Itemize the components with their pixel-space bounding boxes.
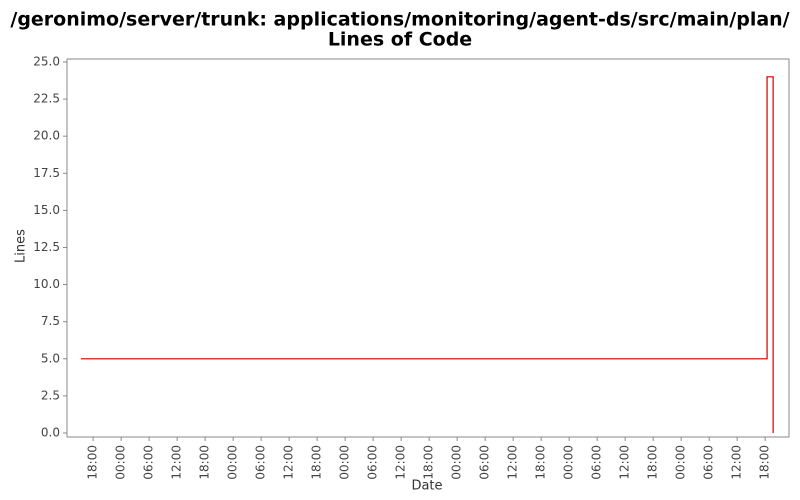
x-tick-label: 12:00	[282, 445, 296, 480]
x-tick-label: 06:00	[366, 445, 380, 480]
x-tick-label: 00:00	[562, 445, 576, 480]
y-tick-label: 22.5	[33, 92, 60, 106]
chart-title: Lines of Code	[328, 29, 472, 51]
x-tick-label: 06:00	[590, 445, 604, 480]
y-tick-label: 20.0	[33, 129, 60, 143]
x-tick-label: 12:00	[618, 445, 632, 480]
y-tick-label: 10.0	[33, 277, 60, 291]
chart-title: /geronimo/server/trunk: applications/mon…	[10, 9, 789, 31]
y-tick-label: 0.0	[41, 425, 60, 439]
x-tick-label: 12:00	[394, 445, 408, 480]
x-tick-label: 12:00	[170, 445, 184, 480]
x-tick-label: 06:00	[254, 445, 268, 480]
x-tick-label: 00:00	[450, 445, 464, 480]
x-tick-label: 06:00	[142, 445, 156, 480]
x-tick-label: 18:00	[646, 445, 660, 480]
y-axis-label: Lines	[14, 229, 29, 263]
x-tick-label: 18:00	[534, 445, 548, 480]
x-tick-label: 18:00	[758, 445, 772, 480]
x-tick-label: 06:00	[478, 445, 492, 480]
y-tick-label: 17.5	[33, 166, 60, 180]
x-tick-label: 18:00	[86, 445, 100, 480]
x-axis-label: Date	[411, 479, 442, 494]
x-tick-label: 00:00	[226, 445, 240, 480]
plot-frame	[66, 58, 790, 438]
data-line	[81, 76, 774, 433]
y-tick-label: 15.0	[33, 203, 60, 217]
y-tick-label: 7.5	[41, 314, 60, 328]
y-tick-label: 5.0	[41, 351, 60, 365]
y-tick-label: 25.0	[33, 54, 60, 68]
x-tick-label: 00:00	[338, 445, 352, 480]
x-tick-label: 12:00	[506, 445, 520, 480]
x-tick-label: 00:00	[674, 445, 688, 480]
x-tick-label: 06:00	[702, 445, 716, 480]
x-tick-label: 18:00	[422, 445, 436, 480]
x-tick-label: 12:00	[730, 445, 744, 480]
x-tick-label: 00:00	[114, 445, 128, 480]
y-tick-label: 12.5	[33, 240, 60, 254]
y-tick-label: 2.5	[41, 388, 60, 402]
x-tick-label: 18:00	[198, 445, 212, 480]
x-tick-label: 18:00	[310, 445, 324, 480]
